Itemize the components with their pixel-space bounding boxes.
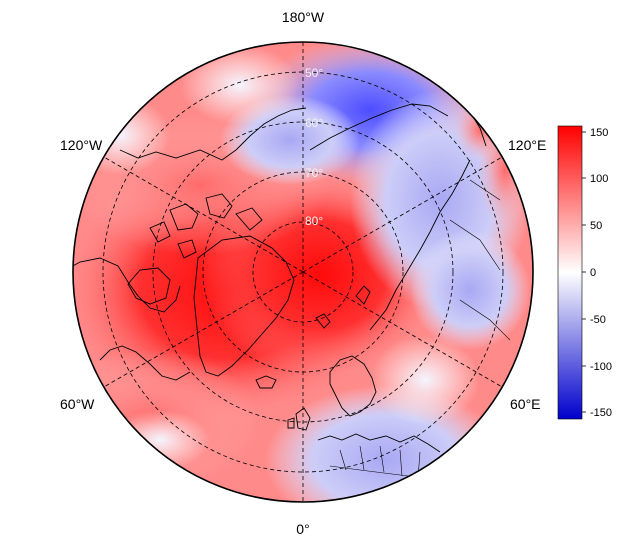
colorbar-tick-neg100: -100 xyxy=(590,361,612,373)
europe-coast xyxy=(317,433,441,453)
lat-label-50: 50° xyxy=(305,66,323,80)
meridian-120 xyxy=(302,156,503,273)
colorbar-tick-100: 100 xyxy=(590,173,608,185)
lon-label-60e: 60°E xyxy=(510,396,541,412)
lat-label-70: 70° xyxy=(305,166,323,180)
hudson-bay xyxy=(127,267,171,305)
europe-boundaries xyxy=(329,445,425,479)
lon-label-120w: 120°W xyxy=(60,137,103,153)
siberia-coast xyxy=(309,103,449,151)
colorbar-ticks xyxy=(582,131,586,413)
lat-circle-50 xyxy=(102,71,504,473)
meridian-neg60 xyxy=(103,271,304,388)
canadian-archipelago xyxy=(149,193,263,259)
svalbard xyxy=(315,313,331,329)
lon-label-60w: 60°W xyxy=(60,396,95,412)
novaya-zemlya xyxy=(355,285,371,305)
map-boundary xyxy=(72,41,534,503)
colorbar-tick-0: 0 xyxy=(590,267,596,279)
lat-label-80: 80° xyxy=(305,214,323,228)
lon-label-0: 0° xyxy=(296,521,309,537)
north-america-coast xyxy=(73,149,237,381)
russia-arctic-coast xyxy=(369,159,471,331)
lon-label-120e: 120°E xyxy=(508,137,546,153)
alaska-coast xyxy=(235,107,307,151)
iceland xyxy=(255,375,277,389)
colorbar-ramp xyxy=(557,125,583,420)
greenland-coast xyxy=(193,235,295,377)
colorbar-tick-150: 150 xyxy=(590,127,608,139)
colorbar-tick-neg50: -50 xyxy=(590,314,606,326)
colorbar-tick-50: 50 xyxy=(590,220,602,232)
scandinavia xyxy=(329,355,377,417)
anomaly-field xyxy=(73,42,533,502)
coastlines xyxy=(73,99,511,479)
graticule xyxy=(102,42,504,502)
lon-label-180w: 180°W xyxy=(282,9,325,25)
colorbar: 150 100 50 0 -50 -100 -150 xyxy=(557,125,612,420)
colorbar-tick-neg150: -150 xyxy=(590,407,612,419)
meridian-neg120 xyxy=(103,156,304,273)
lat-circle-60 xyxy=(152,121,454,423)
lat-label-60: 60° xyxy=(305,116,323,130)
meridian-60 xyxy=(302,271,503,388)
